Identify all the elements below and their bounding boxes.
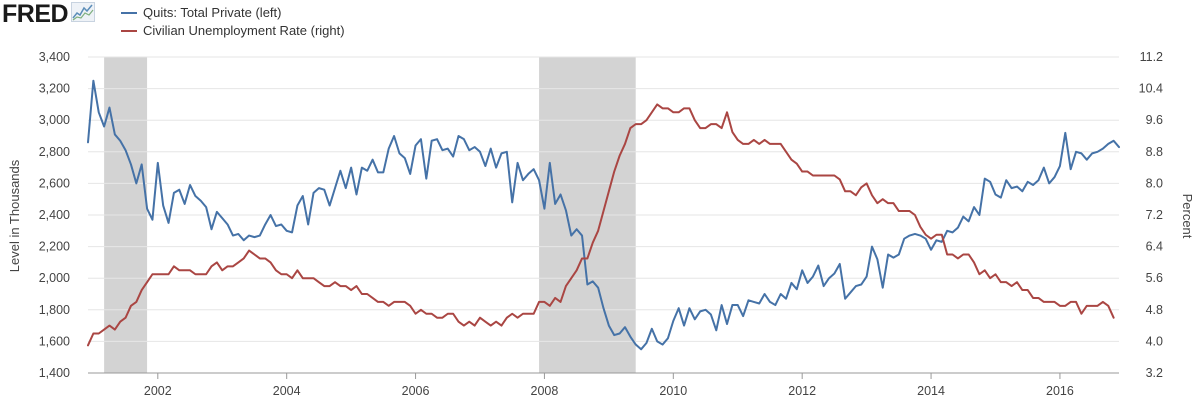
x-tick-label: 2010 <box>659 384 687 398</box>
right-tick-label: 6.4 <box>1146 240 1163 254</box>
left-axis-title: Level in Thousands <box>7 159 22 272</box>
legend-item-unemployment[interactable]: Civilian Unemployment Rate (right) <box>121 22 345 40</box>
x-axis-ticks: 2002 2004 2006 2008 2010 2012 2014 2016 <box>144 373 1074 398</box>
right-tick-label: 11.2 <box>1140 50 1163 64</box>
series-line-quits <box>87 79 1120 351</box>
chart-legend: Quits: Total Private (left) Civilian Une… <box>121 4 345 40</box>
left-tick-label: 3,400 <box>39 50 70 64</box>
chart-line-icon <box>71 2 96 27</box>
left-tick-label: 1,400 <box>39 366 70 380</box>
left-tick-label: 2,400 <box>39 208 70 222</box>
left-tick-label: 3,200 <box>39 82 70 96</box>
right-axis-ticks: 3.2 4.0 4.8 5.6 6.4 7.2 8.0 8.8 9.6 10.4 11.2 <box>1139 50 1163 380</box>
fred-logo-text: FRED <box>2 0 69 28</box>
right-tick-label: 8.0 <box>1146 176 1163 190</box>
x-tick-label: 2016 <box>1046 384 1074 398</box>
x-tick-label: 2002 <box>144 384 172 398</box>
x-tick-label: 2004 <box>273 384 301 398</box>
left-tick-label: 1,800 <box>39 303 70 317</box>
left-tick-label: 1,600 <box>39 334 70 348</box>
x-tick-label: 2008 <box>531 384 559 398</box>
legend-swatch-unemployment <box>121 30 137 32</box>
x-tick-label: 2014 <box>917 384 945 398</box>
left-tick-label: 3,000 <box>39 113 70 127</box>
series-line-unemployment <box>87 103 1115 347</box>
right-tick-label: 8.8 <box>1146 145 1163 159</box>
legend-label-unemployment: Civilian Unemployment Rate (right) <box>143 23 345 38</box>
left-axis-ticks: 1,400 1,600 1,800 2,000 2,200 2,400 2,600 2,800… <box>39 50 70 380</box>
x-tick-label: 2012 <box>788 384 816 398</box>
left-tick-label: 2,800 <box>39 145 70 159</box>
right-tick-label: 4.8 <box>1146 303 1163 317</box>
left-tick-label: 2,000 <box>39 271 70 285</box>
left-tick-label: 2,600 <box>39 176 70 190</box>
legend-label-quits: Quits: Total Private (left) <box>143 5 282 20</box>
right-tick-label: 3.2 <box>1146 366 1163 380</box>
grid-lines <box>88 56 1119 374</box>
fred-logo[interactable]: FRED <box>2 0 96 28</box>
legend-swatch-quits <box>121 12 137 14</box>
right-tick-label: 7.2 <box>1146 208 1163 222</box>
chart-header: FRED Quits: Total Private (left) Civilia… <box>0 0 1200 44</box>
right-tick-label: 9.6 <box>1146 113 1163 127</box>
right-tick-label: 4.0 <box>1146 334 1163 348</box>
right-axis-title: Percent <box>1180 194 1195 239</box>
right-tick-label: 5.6 <box>1146 271 1163 285</box>
x-tick-label: 2006 <box>402 384 430 398</box>
legend-item-quits[interactable]: Quits: Total Private (left) <box>121 4 345 22</box>
right-tick-label: 10.4 <box>1139 82 1163 96</box>
left-tick-label: 2,200 <box>39 240 70 254</box>
series-lines <box>87 79 1120 351</box>
